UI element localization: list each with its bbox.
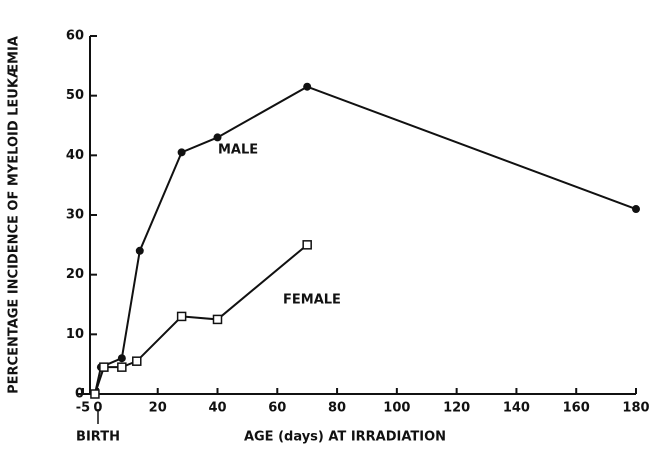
x-tick-label: 40 bbox=[208, 401, 226, 416]
x-tick-label: 60 bbox=[268, 401, 286, 416]
point bbox=[632, 205, 640, 214]
point bbox=[212, 314, 223, 325]
point bbox=[176, 311, 187, 322]
point bbox=[132, 356, 142, 366]
x-axis-label: AGE (days) AT IRRADIATION bbox=[244, 430, 446, 445]
point bbox=[90, 389, 100, 399]
series-line bbox=[93, 85, 637, 395]
x-tick-label: 100 bbox=[383, 401, 410, 416]
series-line bbox=[93, 244, 308, 395]
point bbox=[117, 354, 126, 363]
x-tick-label: 20 bbox=[149, 401, 167, 416]
y-tick-label: 0 bbox=[75, 387, 84, 402]
point bbox=[302, 240, 312, 250]
x-tick-label: 120 bbox=[443, 401, 470, 416]
annotation: FEMALE bbox=[283, 293, 341, 308]
y-tick-label: 40 bbox=[66, 148, 84, 163]
x-tick-label: -5 bbox=[76, 401, 90, 416]
point bbox=[99, 362, 109, 372]
y-tick-label: 30 bbox=[66, 208, 84, 223]
x-tick-label: 160 bbox=[563, 401, 590, 416]
point bbox=[135, 246, 144, 255]
x-tick-label: 80 bbox=[328, 401, 346, 416]
annotation: MALE bbox=[218, 143, 258, 158]
y-tick-label: 60 bbox=[66, 29, 84, 44]
point bbox=[303, 82, 312, 91]
point bbox=[177, 148, 186, 157]
y-tick-label: 50 bbox=[66, 88, 84, 103]
y-tick-label: 20 bbox=[66, 267, 84, 282]
annotation: BIRTH bbox=[76, 430, 120, 445]
y-tick-label: 10 bbox=[66, 327, 84, 342]
x-tick-label: 0 bbox=[93, 401, 102, 416]
x-tick-label: 140 bbox=[503, 401, 530, 416]
x-tick-label: 180 bbox=[622, 401, 649, 416]
point bbox=[117, 362, 127, 372]
point bbox=[213, 133, 222, 142]
y-axis-label: PERCENTAGE INCIDENCE OF MYELOID LEUKÆMIA bbox=[7, 36, 22, 394]
